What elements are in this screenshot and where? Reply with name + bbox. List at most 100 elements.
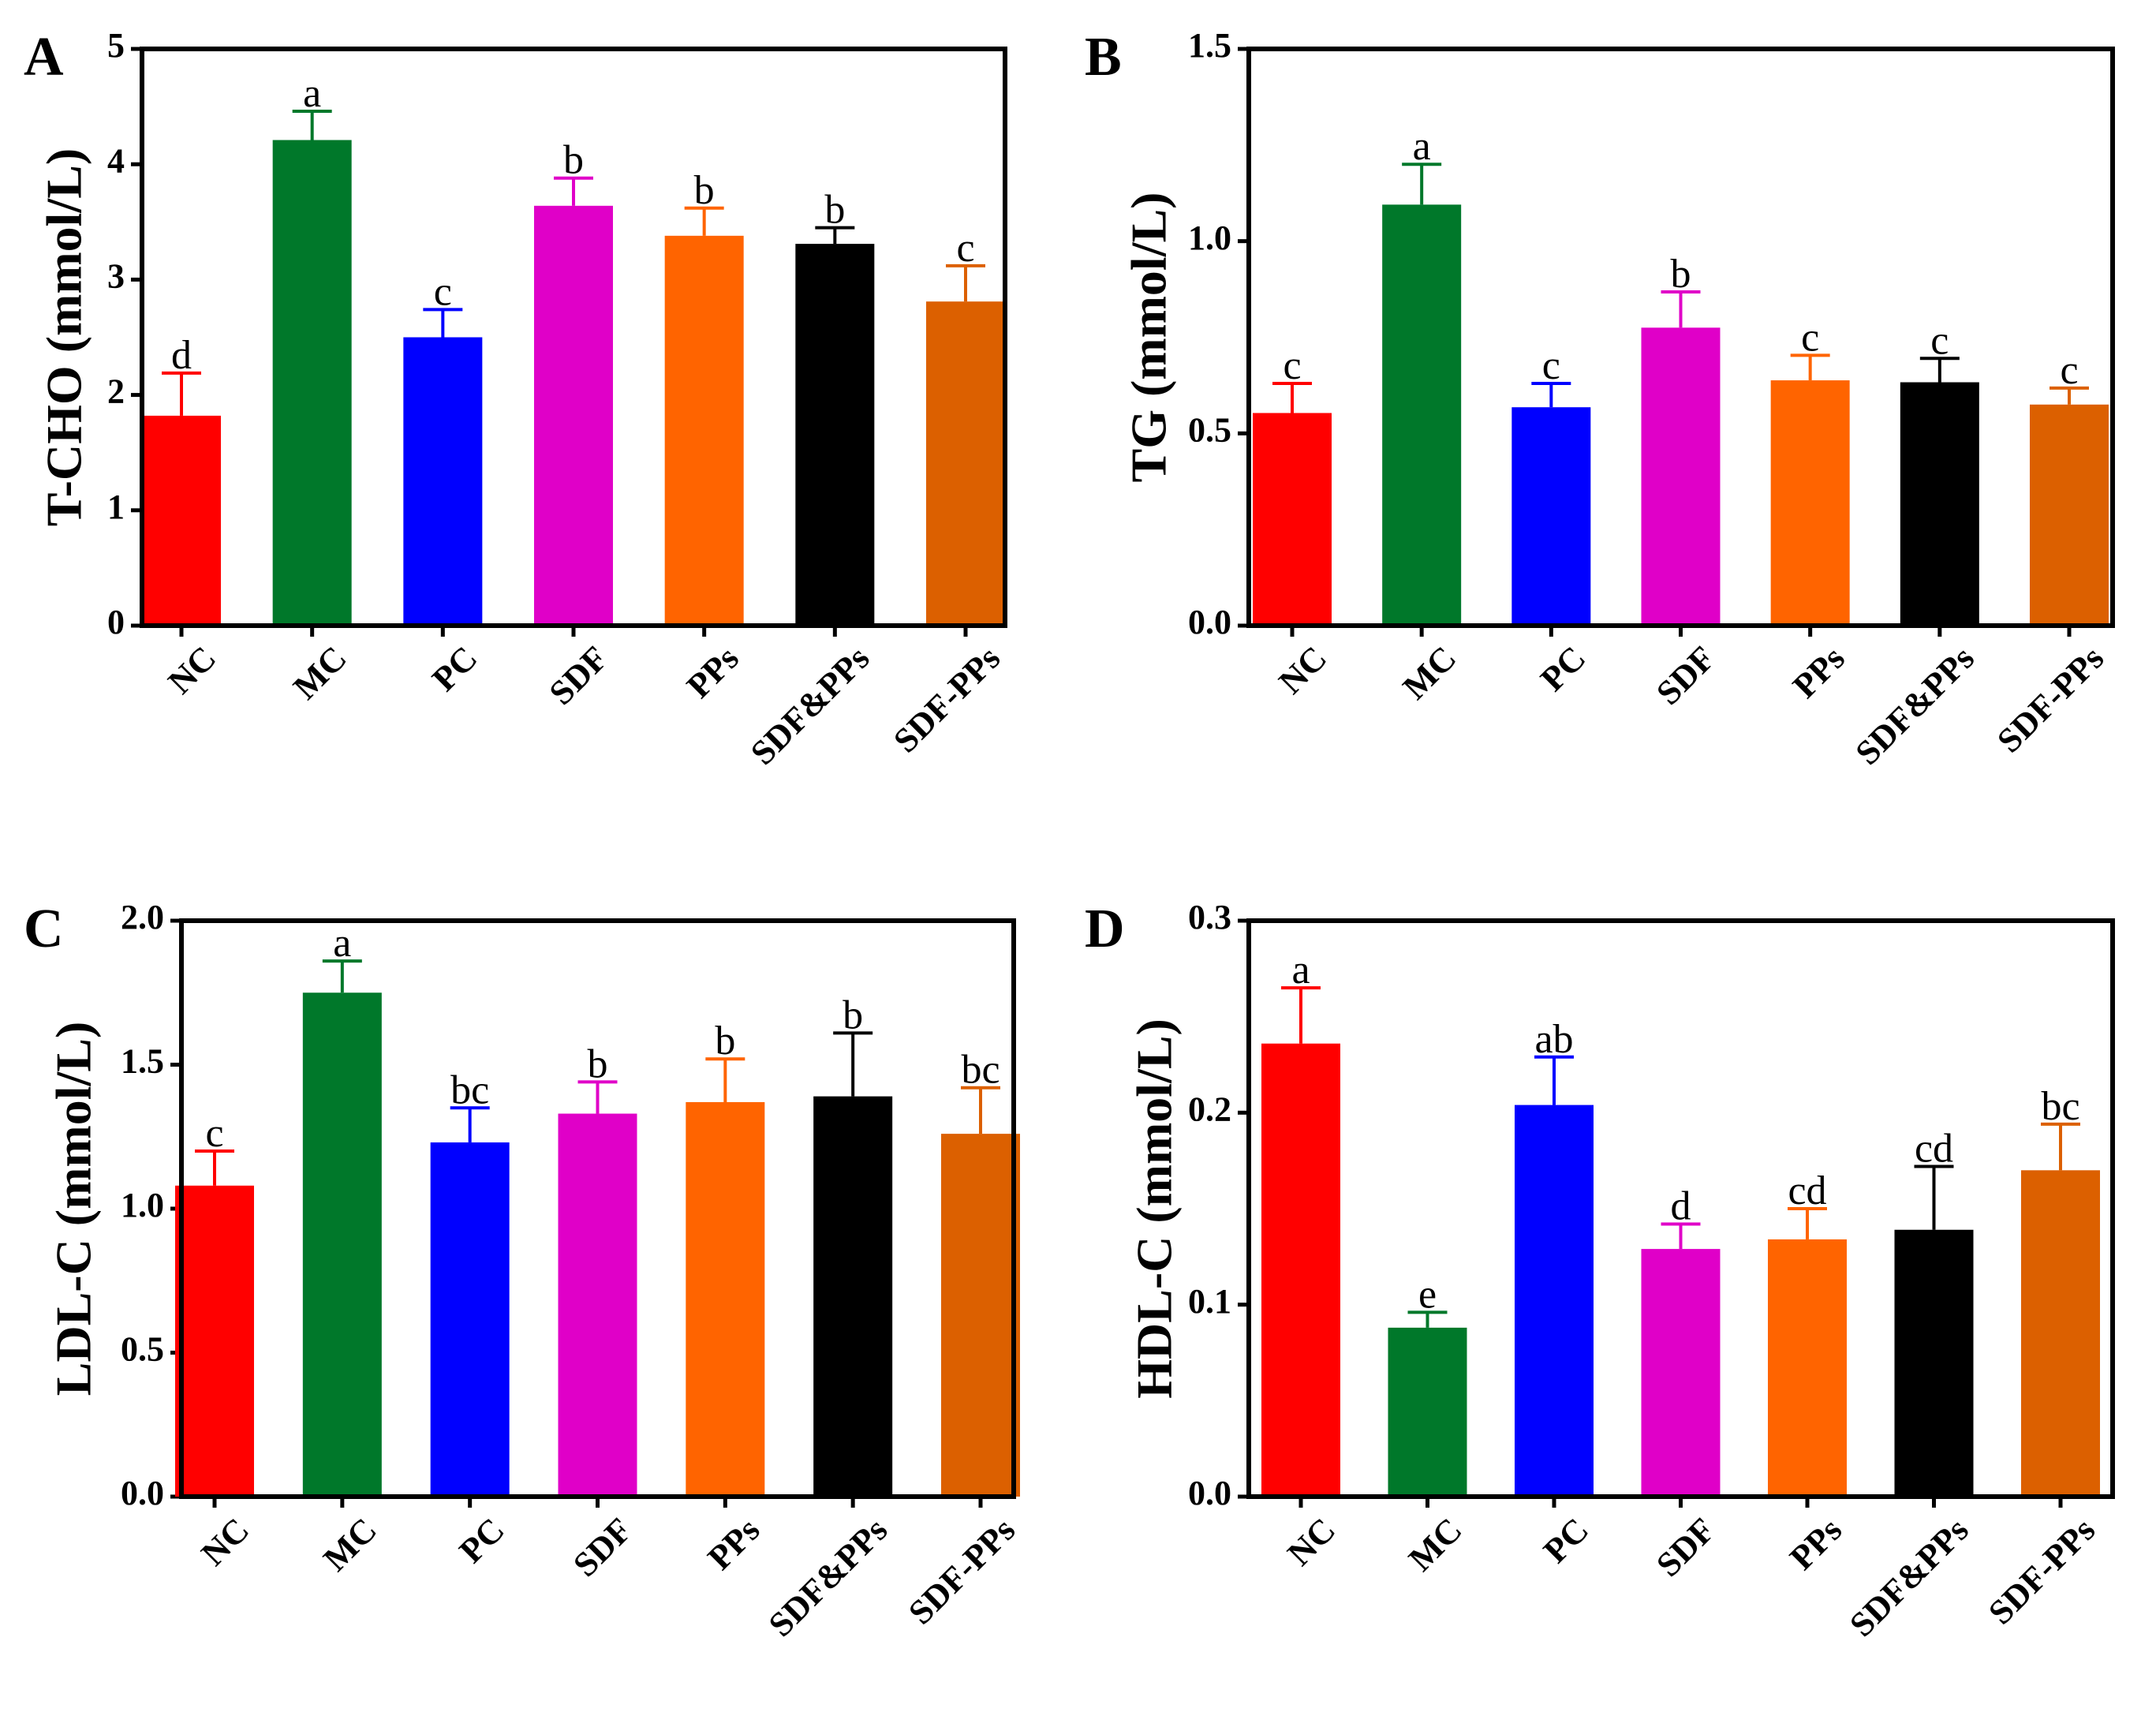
significance-label: bc	[450, 1067, 489, 1112]
y-tick-label: 0.5	[121, 1330, 164, 1369]
y-tick-label: 0	[107, 603, 125, 641]
significance-label: d	[1671, 1183, 1691, 1228]
bar-SDF-PPs	[926, 301, 1005, 626]
x-tick-label: MC	[316, 1510, 383, 1578]
significance-label: d	[171, 333, 192, 378]
significance-label: b	[715, 1019, 735, 1063]
significance-label: bc	[2041, 1084, 2079, 1129]
plot-frame	[1246, 918, 2115, 1499]
plot-frame	[179, 918, 1016, 1499]
y-tick-label: 0.0	[1188, 603, 1231, 641]
bar-PC	[403, 337, 483, 626]
bar-SDF	[534, 205, 613, 626]
x-tick-label: PC	[1536, 1510, 1596, 1570]
panel-A: A T-CHO (mmol/L) 0 1 2 3 4 5 d NC a MC c PC b SDF b PPs b S…	[24, 26, 1007, 772]
bar-PC	[1511, 407, 1591, 626]
x-tick-label: SDF&PPs	[761, 1510, 895, 1643]
bar-SDF-PPs	[2021, 1170, 2100, 1497]
significance-label: a	[1291, 948, 1310, 992]
x-tick-label: MC	[1401, 1510, 1469, 1578]
bar-PPs	[686, 1101, 765, 1497]
x-tick-label: SDF-PPs	[886, 638, 1007, 760]
y-axis-label: LDL-C (mmol/L)	[46, 1022, 102, 1396]
bar-NC	[175, 1185, 254, 1497]
plot-frame	[140, 47, 1007, 628]
x-tick-label: PC	[452, 1510, 512, 1570]
panel-C: C LDL-C (mmol/L) 0.0 0.5 1.0 1.5 2.0 c NC a MC bc PC…	[24, 898, 1022, 1644]
significance-label: c	[434, 269, 452, 314]
x-tick-label: PPs	[1782, 1510, 1849, 1577]
x-tick-label: SDF&PPs	[743, 638, 876, 772]
x-tick-label: PPs	[701, 1510, 768, 1577]
x-tick-label: SDF-PPs	[1981, 1510, 2102, 1632]
y-tick-label: 0.5	[1188, 410, 1231, 449]
y-tick-label: 3	[107, 256, 125, 295]
significance-label: c	[1930, 318, 1949, 363]
x-tick-label: SDF	[1649, 638, 1722, 712]
x-tick-label: PPs	[1785, 638, 1852, 705]
significance-label: cd	[1915, 1126, 1953, 1171]
y-tick-label: 4	[107, 141, 125, 180]
bar-PC	[430, 1142, 510, 1497]
bar-MC	[302, 992, 382, 1497]
y-tick-label: 0.0	[121, 1474, 164, 1512]
y-tick-label: 0.3	[1188, 898, 1231, 936]
bar-SDF	[1641, 327, 1721, 626]
y-tick-label: 0.0	[1188, 1474, 1231, 1512]
bar-NC	[142, 415, 221, 626]
x-tick-label: PPs	[679, 638, 746, 705]
y-tick-label: 1.0	[1188, 219, 1231, 257]
y-axis-label: T-CHO (mmol/L)	[36, 148, 92, 526]
significance-label: b	[824, 188, 845, 233]
bar-PPs	[1770, 380, 1850, 626]
x-tick-label: SDF&PPs	[1848, 638, 1982, 772]
x-tick-label: MC	[286, 638, 353, 706]
x-tick-label: SDF	[542, 638, 615, 712]
bar-SDF-PPs	[941, 1134, 1020, 1497]
significance-label: a	[303, 71, 321, 116]
panel-D: D HDL-C (mmol/L) 0.0 0.1 0.2 0.3 a NC e MC ab PC d SD…	[1085, 898, 2115, 1644]
y-axis-label: HDL-C (mmol/L)	[1127, 1019, 1183, 1399]
panel-letter: A	[24, 27, 64, 88]
x-tick-label: SDF-PPs	[1990, 638, 2111, 760]
bar-SDF-PPs	[2030, 404, 2109, 626]
significance-label: e	[1418, 1272, 1437, 1317]
y-tick-label: 1.5	[1188, 26, 1231, 65]
plot-frame	[1246, 47, 2115, 628]
y-tick-label: 1	[107, 488, 125, 526]
bar-NC	[1261, 1043, 1340, 1497]
significance-label: c	[1283, 343, 1301, 388]
y-tick-label: 2.0	[121, 898, 164, 936]
y-axis-label: TG (mmol/L)	[1121, 193, 1177, 483]
bar-SDF&PPs	[813, 1096, 893, 1497]
bar-PPs	[664, 235, 744, 626]
bar-PPs	[1768, 1239, 1847, 1497]
significance-label: a	[1413, 124, 1431, 169]
panel-letter: B	[1085, 27, 1122, 88]
x-tick-label: NC	[1272, 638, 1335, 701]
panel-letter: D	[1085, 899, 1125, 959]
significance-label: cd	[1788, 1168, 1826, 1213]
bar-SDF&PPs	[795, 244, 875, 626]
y-tick-label: 0.2	[1188, 1090, 1231, 1128]
significance-label: a	[333, 921, 351, 966]
significance-label: b	[843, 992, 863, 1037]
significance-label: b	[694, 168, 715, 213]
x-tick-label: NC	[161, 638, 224, 701]
bar-PC	[1515, 1105, 1594, 1497]
bar-SDF	[558, 1113, 637, 1497]
bar-SDF&PPs	[1894, 1229, 1974, 1497]
x-tick-label: PC	[424, 638, 484, 698]
significance-label: bc	[961, 1048, 1000, 1093]
y-tick-label: 1.5	[121, 1042, 164, 1081]
bar-MC	[1382, 204, 1462, 626]
bar-SDF&PPs	[1900, 382, 1979, 626]
x-tick-label: PC	[1533, 638, 1593, 698]
significance-label: c	[1542, 343, 1560, 388]
y-tick-label: 5	[107, 26, 125, 65]
x-tick-label: MC	[1396, 638, 1463, 706]
bar-SDF	[1641, 1249, 1721, 1497]
x-tick-label: NC	[194, 1510, 257, 1573]
x-tick-label: SDF	[1649, 1510, 1722, 1583]
